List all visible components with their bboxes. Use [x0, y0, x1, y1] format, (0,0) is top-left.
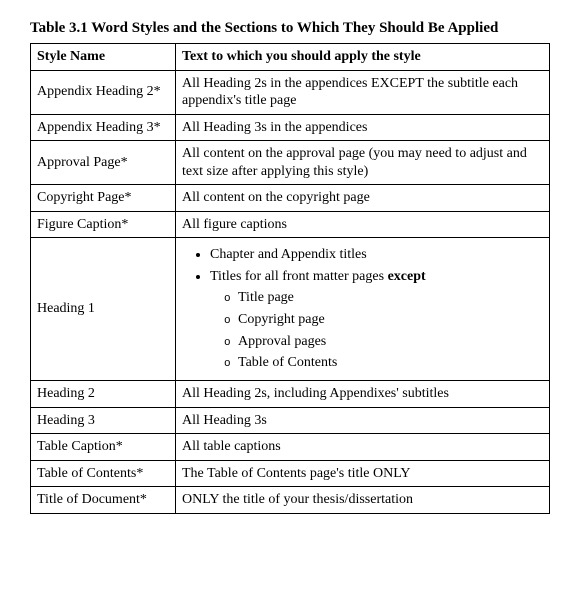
table-caption: Table 3.1 Word Styles and the Sections t…	[30, 20, 550, 37]
sub-list-item: Copyright page	[238, 311, 543, 329]
style-name-cell: Appendix Heading 2*	[31, 70, 176, 114]
table-row: Figure Caption*All figure captions	[31, 211, 550, 238]
table-row: Appendix Heading 3*All Heading 3s in the…	[31, 114, 550, 141]
style-name-cell: Heading 1	[31, 238, 176, 381]
style-name-cell: Table of Contents*	[31, 460, 176, 487]
col-header-style-name: Style Name	[31, 44, 176, 71]
table-row: Copyright Page*All content on the copyri…	[31, 185, 550, 212]
table-row: Table of Contents*The Table of Contents …	[31, 460, 550, 487]
table-row: Heading 2All Heading 2s, including Appen…	[31, 381, 550, 408]
style-name-cell: Title of Document*	[31, 487, 176, 514]
style-description-cell: All Heading 2s, including Appendixes' su…	[176, 381, 550, 408]
styles-table: Style Name Text to which you should appl…	[30, 43, 550, 514]
style-description-cell: ONLY the title of your thesis/dissertati…	[176, 487, 550, 514]
style-name-cell: Copyright Page*	[31, 185, 176, 212]
table-row: Appendix Heading 2*All Heading 2s in the…	[31, 70, 550, 114]
style-description-cell: Chapter and Appendix titles Titles for al…	[176, 238, 550, 381]
style-description-cell: The Table of Contents page's title ONLY	[176, 460, 550, 487]
table-row: Heading 3All Heading 3s	[31, 407, 550, 434]
style-name-cell: Appendix Heading 3*	[31, 114, 176, 141]
table-row: Heading 1 Chapter and Appendix titles Titl…	[31, 238, 550, 381]
sub-list-item: Table of Contents	[238, 354, 543, 372]
style-description-cell: All content on the copyright page	[176, 185, 550, 212]
list-item: Chapter and Appendix titles	[210, 246, 543, 264]
style-description-cell: All table captions	[176, 434, 550, 461]
sub-list: Title page Copyright page Approval pages Ta…	[238, 289, 543, 372]
table-row: Title of Document*ONLY the title of your…	[31, 487, 550, 514]
col-header-text: Text to which you should apply the style	[176, 44, 550, 71]
list-item: Titles for all front matter pages except…	[210, 268, 543, 373]
table-row: Approval Page*All content on the approva…	[31, 141, 550, 185]
style-description-cell: All figure captions	[176, 211, 550, 238]
style-name-cell: Table Caption*	[31, 434, 176, 461]
style-name-cell: Heading 3	[31, 407, 176, 434]
style-description-cell: All Heading 3s in the appendices	[176, 114, 550, 141]
style-name-cell: Approval Page*	[31, 141, 176, 185]
bullet-list: Chapter and Appendix titles Titles for al…	[210, 246, 543, 372]
style-description-cell: All content on the approval page (you ma…	[176, 141, 550, 185]
style-name-cell: Heading 2	[31, 381, 176, 408]
table-header-row: Style Name Text to which you should appl…	[31, 44, 550, 71]
style-description-cell: All Heading 2s in the appendices EXCEPT …	[176, 70, 550, 114]
style-name-cell: Figure Caption*	[31, 211, 176, 238]
style-description-cell: All Heading 3s	[176, 407, 550, 434]
table-row: Table Caption*All table captions	[31, 434, 550, 461]
sub-list-item: Approval pages	[238, 333, 543, 351]
sub-list-item: Title page	[238, 289, 543, 307]
